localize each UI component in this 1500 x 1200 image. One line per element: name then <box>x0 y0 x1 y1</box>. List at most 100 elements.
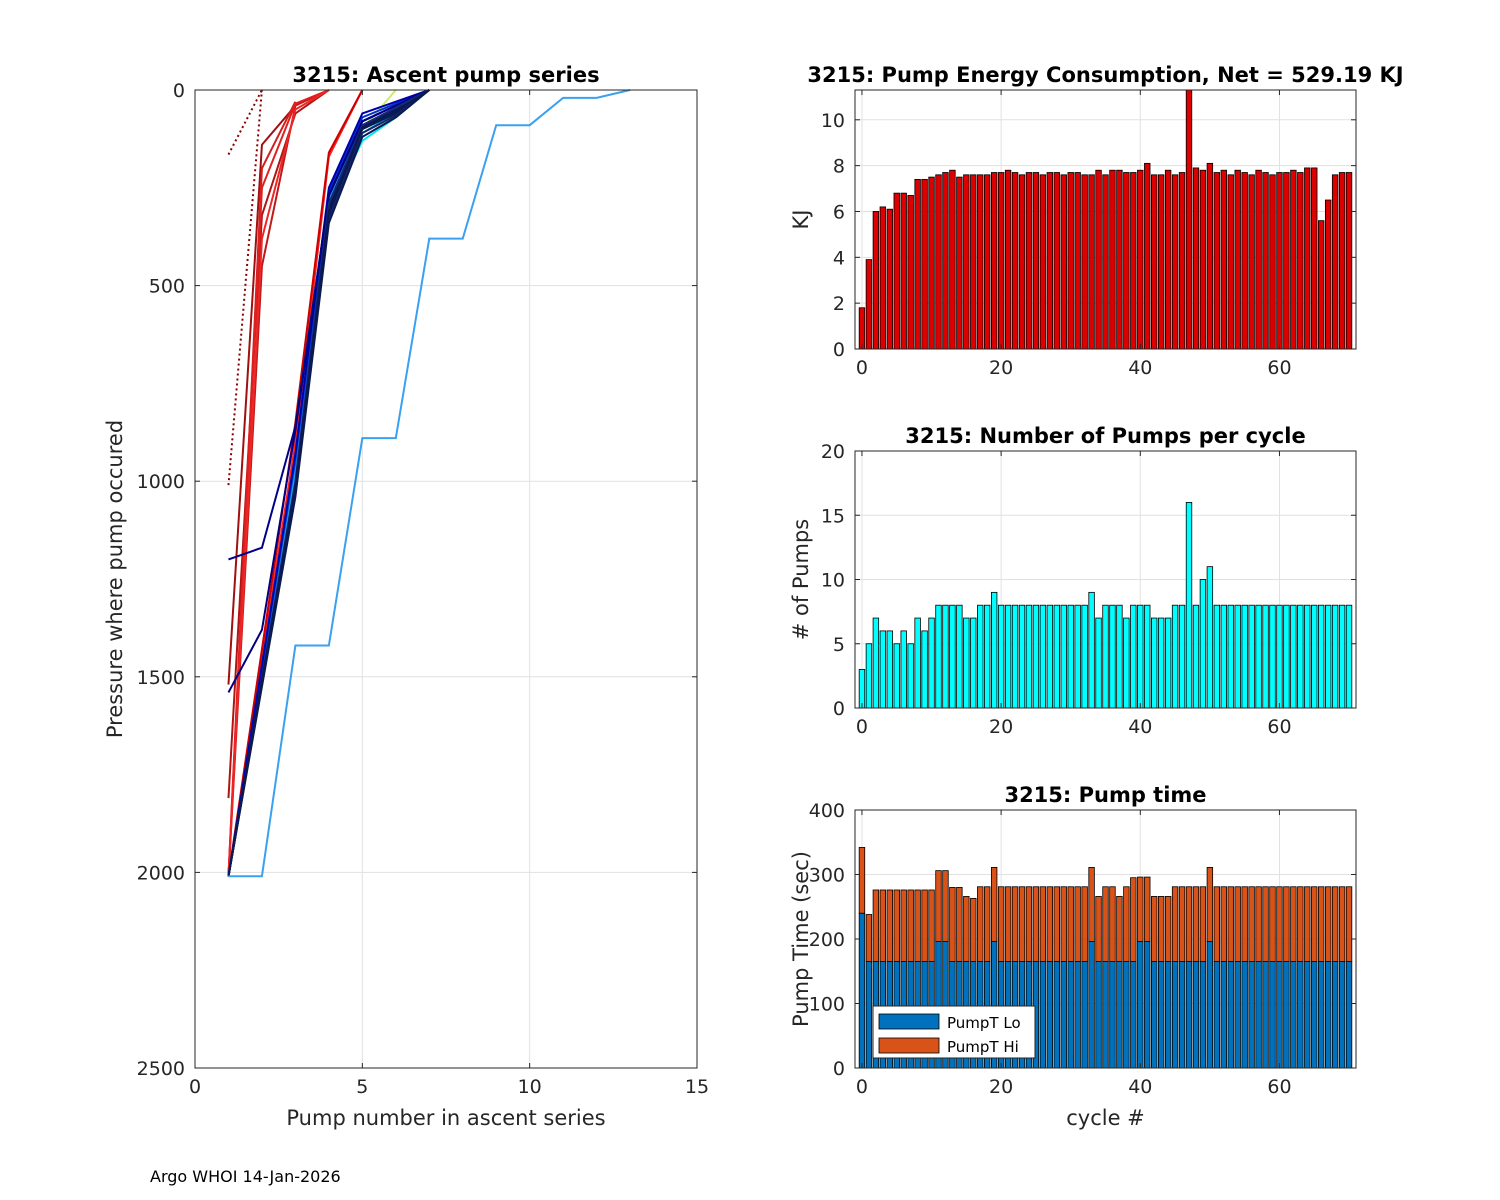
bar-segment <box>1345 886 1353 962</box>
bar <box>1067 604 1074 709</box>
legend-label: PumpT Lo <box>947 1014 1021 1032</box>
y-tick-label: 1000 <box>137 471 185 493</box>
bar <box>1081 174 1088 350</box>
legend: PumpT Lo PumpT Hi <box>872 1005 1036 1059</box>
y-tick-label: 5 <box>833 634 845 656</box>
bar <box>1109 604 1116 709</box>
bar-segment <box>1095 896 1102 962</box>
x-tick-label: 40 <box>1128 357 1152 379</box>
bar-segment <box>970 897 977 962</box>
bar-segment <box>921 889 928 962</box>
bar <box>872 617 880 709</box>
bar-segment <box>1234 886 1241 962</box>
bar-segment <box>1011 886 1019 962</box>
series-line <box>228 89 631 878</box>
bar <box>858 307 866 350</box>
bar-segment <box>1060 886 1067 962</box>
bar-segment <box>1248 961 1255 1069</box>
bar-segment <box>914 889 921 962</box>
bar <box>1241 604 1248 709</box>
bar-segment <box>893 889 900 962</box>
bar-segment <box>1276 886 1283 962</box>
bar-segment <box>1290 961 1297 1069</box>
bar <box>907 195 914 350</box>
bar <box>921 178 928 350</box>
bar <box>1164 617 1172 709</box>
bar <box>935 604 942 709</box>
bar-segment <box>928 889 935 962</box>
bar <box>1234 604 1241 709</box>
y-tick-label: 100 <box>809 994 845 1016</box>
bar-segment <box>935 870 942 942</box>
chart-ascent: 0 5 10 15 0 500 1000 1500 2000 2500 3215: Ascent p… <box>103 63 709 1130</box>
y-tick-label: 0 <box>833 1058 845 1080</box>
x-tick-label: 20 <box>989 716 1013 738</box>
bar <box>1060 174 1067 350</box>
bar <box>886 630 893 709</box>
bar-segment <box>1297 961 1304 1069</box>
chart-title: 3215: Ascent pump series <box>292 63 599 87</box>
bar-segment <box>997 886 1005 962</box>
bar <box>1304 604 1311 709</box>
y-tick-label: 8 <box>833 156 845 178</box>
bar-segment <box>942 870 949 942</box>
bar <box>1227 604 1234 709</box>
y-tick-label: 300 <box>809 865 845 887</box>
bar-segment <box>886 889 893 962</box>
bar <box>1157 174 1165 350</box>
bar <box>1297 172 1304 350</box>
bar <box>1206 566 1214 709</box>
bar-segment <box>1248 886 1255 962</box>
bar-segment <box>1067 886 1074 962</box>
bar <box>1123 617 1130 709</box>
bar <box>956 176 963 350</box>
bar <box>1206 162 1214 350</box>
y-axis-label: KJ <box>789 210 813 230</box>
bar <box>970 617 977 709</box>
bar <box>879 206 887 350</box>
bar <box>1262 604 1269 709</box>
bar <box>1123 172 1130 350</box>
bar <box>1032 172 1040 350</box>
y-axis-label: Pressure where pump occured <box>103 420 127 738</box>
bar-segment <box>1331 886 1339 962</box>
series-line <box>227 89 430 693</box>
bar <box>865 259 873 350</box>
bar-segment <box>1304 886 1311 962</box>
bar <box>1004 604 1012 709</box>
bar <box>1025 172 1033 350</box>
bar-segment <box>1046 961 1054 1069</box>
bar <box>1248 174 1255 350</box>
chart-title: 3215: Number of Pumps per cycle <box>905 424 1305 448</box>
bar <box>1178 604 1186 709</box>
bar <box>1130 604 1137 709</box>
series-line <box>227 89 430 877</box>
bar-segment <box>1262 961 1269 1069</box>
bar-segment <box>1116 896 1123 962</box>
y-tick-label: 20 <box>821 441 845 463</box>
footer-stamp: Argo WHOI 14-Jan-2026 <box>150 1167 341 1186</box>
bar <box>990 591 998 709</box>
bar-segment <box>1283 886 1290 962</box>
bar <box>1088 591 1095 709</box>
bar-segment <box>1144 876 1151 942</box>
bar <box>1227 174 1234 350</box>
bar-segment <box>1088 867 1095 942</box>
legend-swatch <box>878 1037 940 1054</box>
bar <box>1318 604 1325 709</box>
bar <box>997 172 1005 350</box>
bar <box>984 604 991 709</box>
bar-segment <box>1269 886 1276 962</box>
bar-segment <box>1199 961 1207 1069</box>
bar <box>1220 169 1227 350</box>
y-tick-label: 2500 <box>137 1058 185 1080</box>
bar-segment <box>963 896 970 962</box>
bar <box>1199 579 1207 709</box>
bar <box>1199 169 1207 350</box>
bar-segment <box>1234 961 1241 1069</box>
x-tick-label: 60 <box>1267 1076 1291 1098</box>
bar <box>963 174 970 350</box>
y-tick-label: 10 <box>821 110 845 132</box>
y-tick-label: 2000 <box>137 862 185 884</box>
bar <box>1053 604 1060 709</box>
